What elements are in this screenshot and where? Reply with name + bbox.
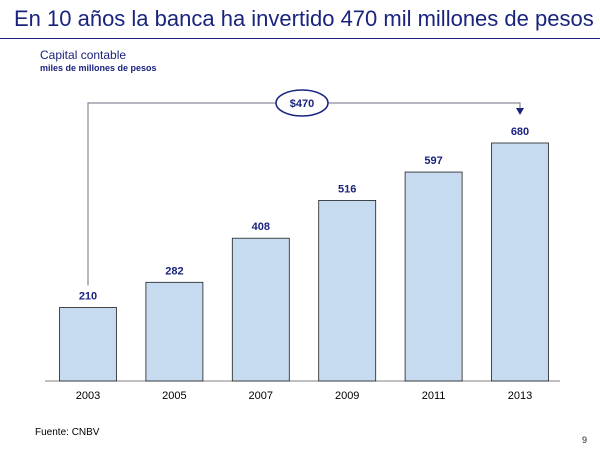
bar-2007 [231,237,290,382]
data-label-2003: 210 [79,291,97,303]
x-tick-2013: 2013 [508,390,532,402]
data-label-2011: 597 [424,155,442,167]
chart-subtitle: Capital contable [40,48,127,62]
bar-2005 [145,281,204,382]
data-label-2007: 408 [252,221,270,233]
x-tick-2003: 2003 [76,390,100,402]
bar-2011 [404,171,463,382]
bar-2013 [491,142,549,382]
title-rule [0,38,600,39]
bar-2009 [318,199,377,382]
bar-2003 [59,307,117,382]
page-title: En 10 años la banca ha invertido 470 mil… [14,6,594,31]
data-label-2009: 516 [338,183,356,195]
data-label-2005: 282 [165,265,183,277]
growth-badge [275,89,329,117]
data-label-2013: 680 [511,126,529,138]
x-tick-2011: 2011 [422,390,446,402]
x-tick-2009: 2009 [335,390,359,402]
growth-badge-label: $470 [290,98,314,110]
connector-arrowhead [516,108,524,115]
x-tick-2007: 2007 [249,390,273,402]
page-number: 9 [582,435,588,445]
chart-units-label: miles de millones de pesos [40,63,157,73]
source-note: Fuente: CNBV [35,427,100,438]
x-tick-2005: 2005 [162,390,186,402]
